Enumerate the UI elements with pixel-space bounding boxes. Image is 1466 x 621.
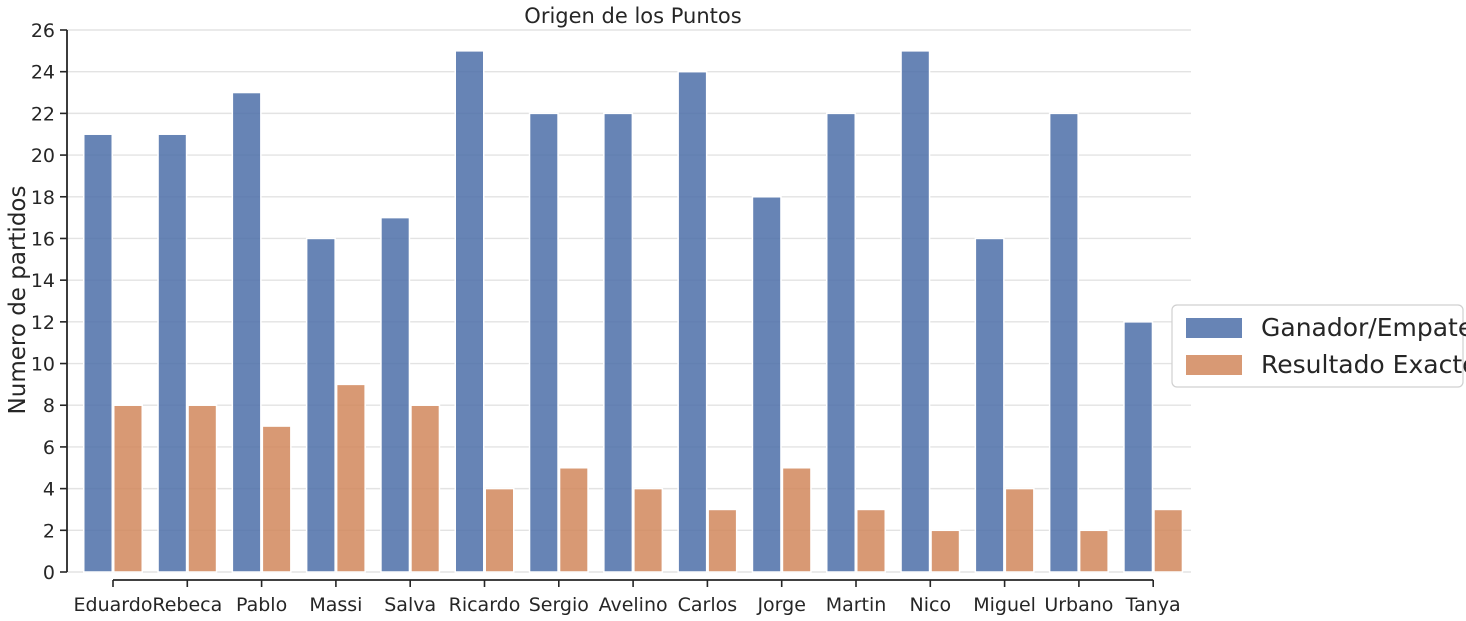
bar-jorge-resultado-exacto	[781, 467, 812, 573]
legend-label: Ganador/Empate	[1261, 313, 1466, 342]
bar-avelino-resultado-exacto	[633, 487, 664, 573]
bar-rebeca-ganador-empate	[157, 133, 188, 573]
bar-carlos-ganador-empate	[677, 70, 708, 573]
x-tick-label: Massi	[309, 594, 362, 616]
y-tick-label: 26	[31, 20, 55, 42]
x-tick-label: Carlos	[678, 594, 738, 616]
legend-frame	[1171, 304, 1464, 388]
bar-nico-resultado-exacto	[930, 529, 961, 573]
x-tick-labels: Eduardo Rebeca Pablo Massi Salva Ricardo Sergi…	[74, 580, 1181, 616]
y-tick-label: 0	[43, 562, 55, 584]
bar-salva-ganador-empate	[380, 216, 411, 573]
x-tick-label: Pablo	[236, 594, 287, 616]
legend-label: Resultado Exacto	[1261, 350, 1466, 379]
x-tick-label: Martin	[826, 594, 887, 616]
y-tick-label: 14	[31, 270, 55, 292]
legend-swatch	[1186, 355, 1242, 375]
bar-rebeca-resultado-exacto	[187, 404, 218, 573]
x-tick-label: Urbano	[1044, 594, 1113, 616]
bar-jorge-ganador-empate	[751, 196, 782, 573]
bar-massi-resultado-exacto	[335, 383, 366, 573]
y-tick-label: 20	[31, 145, 55, 167]
bar-tanya-resultado-exacto	[1153, 508, 1184, 573]
bar-martin-resultado-exacto	[856, 508, 886, 573]
bar-pablo-ganador-empate	[231, 91, 262, 573]
y-axis-label: Numero de partidos	[5, 186, 31, 415]
bar-pablo-resultado-exacto	[261, 425, 292, 573]
x-tick-label: Eduardo	[74, 594, 153, 616]
bar-miguel-resultado-exacto	[1004, 487, 1035, 573]
y-tick-label: 2	[43, 520, 55, 542]
bar-miguel-ganador-empate	[974, 237, 1005, 573]
x-tick-label: Avelino	[599, 594, 668, 616]
bar-eduardo-resultado-exacto	[113, 404, 143, 573]
bar-sergio-resultado-exacto	[558, 467, 589, 573]
bar-nico-ganador-empate	[900, 50, 931, 573]
bar-avelino-ganador-empate	[603, 112, 634, 573]
y-tick-label: 16	[31, 228, 55, 250]
bar-urbano-resultado-exacto	[1078, 529, 1109, 573]
x-tick-label: Sergio	[529, 594, 589, 616]
bar-ricardo-resultado-exacto	[484, 487, 515, 573]
bars	[83, 50, 1184, 573]
bar-salva-resultado-exacto	[410, 404, 441, 573]
bar-massi-ganador-empate	[305, 237, 336, 573]
y-tick-label: 8	[43, 395, 55, 417]
y-tick-label: 4	[43, 479, 55, 501]
x-tick-label: Ricardo	[449, 594, 521, 616]
y-tick-label: 10	[31, 354, 55, 376]
legend: Ganador/Empate Resultado Exacto	[1171, 304, 1466, 388]
x-tick-label: Tanya	[1125, 594, 1181, 616]
bar-martin-ganador-empate	[826, 112, 856, 573]
bar-ricardo-ganador-empate	[454, 50, 485, 573]
x-tick-label: Salva	[384, 594, 436, 616]
bar-sergio-ganador-empate	[528, 112, 559, 573]
bar-carlos-resultado-exacto	[707, 508, 738, 573]
y-tick-label: 12	[31, 312, 55, 334]
y-tick-label: 24	[31, 62, 55, 84]
x-tick-label: Nico	[910, 594, 952, 616]
legend-swatch	[1186, 318, 1242, 338]
y-tick-label: 18	[31, 187, 55, 209]
x-tick-label: Miguel	[973, 594, 1036, 616]
chart-title: Origen de los Puntos	[524, 4, 741, 28]
x-tick-label: Rebeca	[152, 594, 222, 616]
bar-eduardo-ganador-empate	[83, 133, 113, 573]
x-tick-label: Jorge	[756, 594, 805, 616]
bar-urbano-ganador-empate	[1048, 112, 1079, 573]
y-tick-label: 6	[43, 437, 55, 459]
bar-tanya-ganador-empate	[1123, 321, 1154, 573]
y-tick-label: 22	[31, 103, 55, 125]
